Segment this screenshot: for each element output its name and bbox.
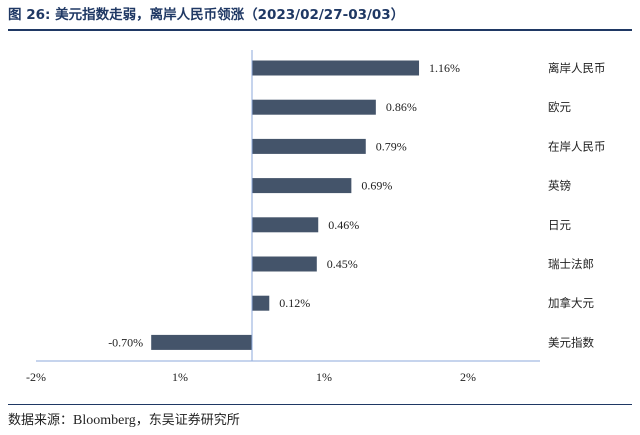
x-tick-label-0: -2% xyxy=(26,370,46,384)
bar-6 xyxy=(252,295,270,311)
bar-chart: 1.16% 0.86% 0.79% 0.69% 0.46% 0.45% 0.12% -0.70… xyxy=(26,50,606,384)
bar-4 xyxy=(252,217,319,233)
category-label-3: 英镑 xyxy=(548,179,571,193)
category-label-0: 离岸人民币 xyxy=(548,61,606,75)
category-label-6: 加拿大元 xyxy=(548,296,594,310)
value-label-group: 1.16% 0.86% 0.79% 0.69% 0.46% 0.45% 0.12% -0.70… xyxy=(108,61,460,349)
bar-3 xyxy=(252,178,352,194)
source-provider: Bloomberg xyxy=(73,413,136,428)
value-label-6: 0.12% xyxy=(279,296,310,310)
x-tick-label-3: 2% xyxy=(460,370,476,384)
bar-0 xyxy=(252,60,420,76)
source-institute: ，东吴证券研究所 xyxy=(135,413,240,428)
value-label-3: 0.69% xyxy=(361,179,392,193)
value-label-1: 0.86% xyxy=(386,100,417,114)
value-label-4: 0.46% xyxy=(328,218,359,232)
category-label-1: 欧元 xyxy=(548,100,571,114)
value-label-5: 0.45% xyxy=(327,257,358,271)
bar-1 xyxy=(252,99,376,115)
bar-5 xyxy=(252,256,317,272)
x-tick-label-1: 1% xyxy=(172,370,188,384)
value-label-7: -0.70% xyxy=(108,335,143,349)
bar-2 xyxy=(252,138,366,154)
value-label-0: 1.16% xyxy=(429,61,460,75)
tick-label-group: -2% 1% 1% 2% xyxy=(26,370,476,384)
category-label-7: 美元指数 xyxy=(548,335,594,349)
title-rule xyxy=(8,29,632,31)
footer-rule xyxy=(8,404,632,405)
page-title: 图 26: 美元指数走弱，离岸人民币领涨（2023/02/27-03/03） xyxy=(8,7,405,23)
x-tick-label-2: 1% xyxy=(316,370,332,384)
bar-group xyxy=(151,60,420,350)
source-label: 数据来源： xyxy=(8,413,74,428)
category-label-5: 瑞士法郎 xyxy=(548,257,594,271)
category-label-4: 日元 xyxy=(548,218,571,232)
value-label-2: 0.79% xyxy=(376,139,407,153)
category-label-2: 在岸人民币 xyxy=(548,139,606,153)
source-note: 数据来源：Bloomberg，东吴证券研究所 xyxy=(8,409,240,429)
bar-7 xyxy=(151,334,252,350)
